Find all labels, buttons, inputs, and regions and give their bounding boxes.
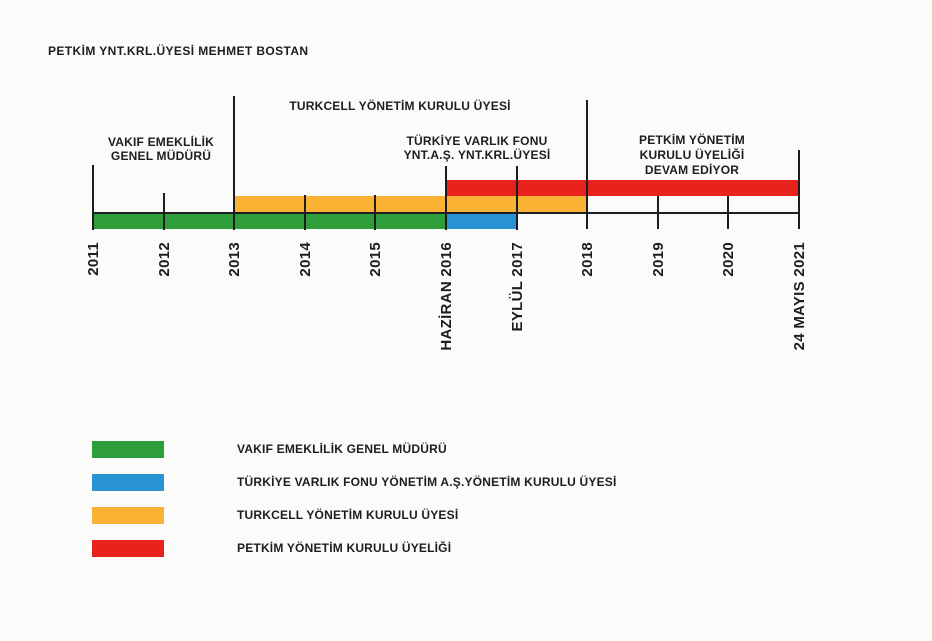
vakif-emeklilik-label-line-1: VAKIF EMEKLİLİK [107,135,215,149]
tick-line-2011 [92,165,94,230]
turkcell-label: TURKCELL YÖNETİM KURULU ÜYESİ [260,99,540,113]
legend-label-vakif-emeklilik: VAKIF EMEKLİLİK GENEL MÜDÜRÜ [237,442,447,456]
petkim-bar [446,179,799,196]
legend-label-turkiye-varlik-fonu: TÜRKİYE VARLIK FONU YÖNETİM A.Ş.YÖNETİM … [237,475,617,489]
turkiye-varlik-fonu-label: TÜRKİYE VARLIK FONU YNT.A.Ş. YNT.KRL.ÜYES… [337,134,617,162]
tick-label-2018: 2018 [579,242,596,277]
petkim-label: PETKİM YÖNETİM KURULU ÜYELİĞİ DEVAM EDİYOR [552,133,832,178]
tick-line-2015 [374,195,376,230]
tick-label-hazi-ran-2016: HAZİRAN 2016 [438,242,455,351]
tick-label-24-mayis-2021: 24 MAYIS 2021 [790,242,808,351]
legend-swatch-vakif-emeklilik [92,441,164,458]
tick-label-2012: 2012 [155,242,173,277]
tick-line-2012 [162,193,165,230]
vakif-emeklilik-label: VAKIF EMEKLİLİK GENEL MÜDÜRÜ [21,135,301,163]
legend-swatch-turkiye-varlik-fonu [92,474,164,491]
vakif-emeklilik-bar [93,214,446,229]
vakif-emeklilik-label-line-2: GENEL MÜDÜRÜ [110,149,212,163]
page-title: PETKİM YNT.KRL.ÜYESİ MEHMET BOSTAN [48,44,309,58]
tick-label-2011: 2011 [85,242,102,276]
tick-line-2014 [303,195,306,230]
legend-label-petkim: PETKİM YÖNETİM KURULU ÜYELİĞİ [237,541,452,555]
tick-line-eyl-l-2017 [515,166,518,230]
tick-line-24-mayis-2021 [797,150,800,229]
tick-label-2019: 2019 [649,242,667,277]
legend-label-turkcell: TURKCELL YÖNETİM KURULU ÜYESİ [237,508,459,522]
turkcell-label-line-1: TURKCELL YÖNETİM KURULU ÜYESİ [289,99,511,113]
turkiye-varlik-fonu-label-line-1: TÜRKİYE VARLIK FONU [406,134,548,148]
turkiye-varlik-fonu-label-line-2: YNT.A.Ş. YNT.KRL.ÜYESİ [403,148,551,162]
tick-label-2014: 2014 [296,242,314,277]
petkim-label-line-1: PETKİM YÖNETİM [639,133,745,147]
turkcell-bar [234,196,587,212]
legend-swatch-turkcell [92,507,164,524]
tick-line-2013 [233,96,235,230]
tick-line-2018 [586,100,588,229]
tick-line-hazi-ran-2016 [445,166,447,230]
turkiye-varlik-fonu-bar [446,214,517,229]
tick-label-2020: 2020 [720,242,737,277]
tick-line-2019 [656,196,659,229]
tick-line-2020 [727,196,729,229]
tick-label-2015: 2015 [367,242,384,277]
petkim-label-line-2: KURULU ÜYELİĞİ [639,148,745,162]
legend-swatch-petkim [92,540,164,557]
petkim-label-line-3: DEVAM EDİYOR [644,163,740,177]
tick-label-eyl-l-2017: EYLÜL 2017 [508,242,526,332]
tick-label-2013: 2013 [226,242,243,277]
